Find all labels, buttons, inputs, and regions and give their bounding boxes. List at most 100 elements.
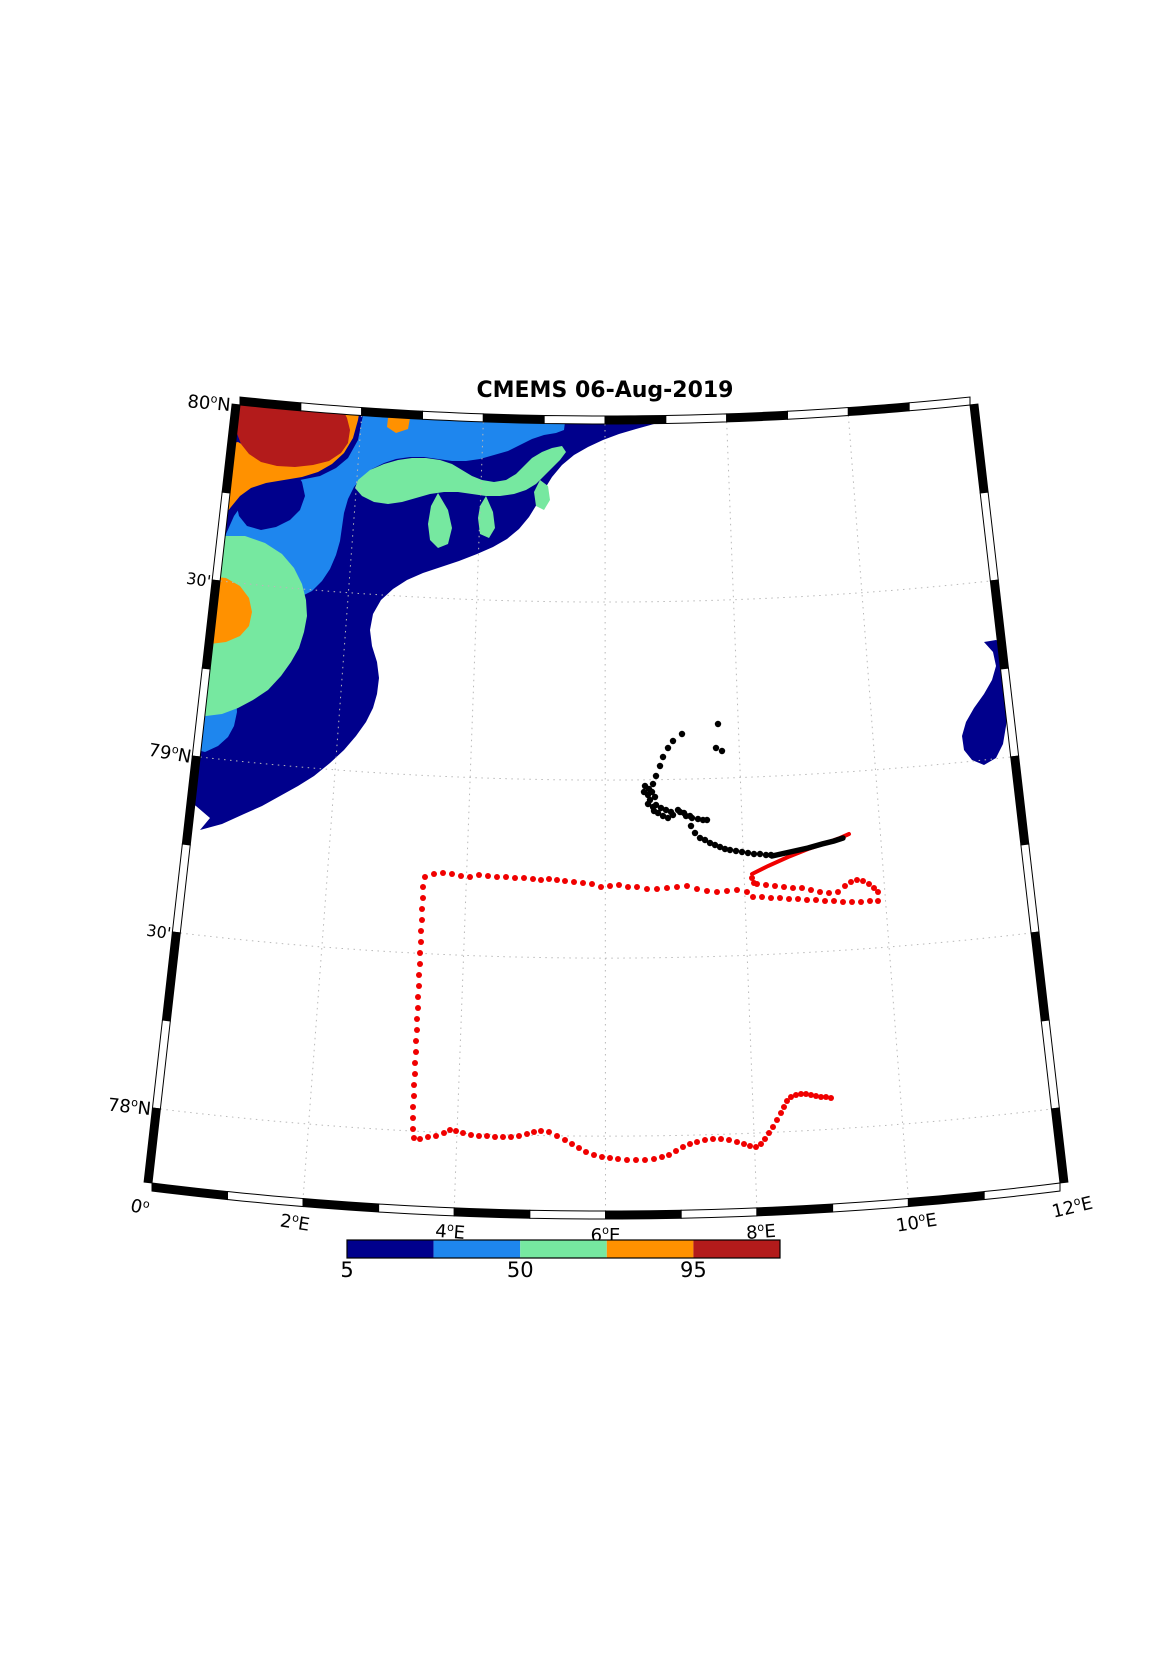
frame-segment [151, 1182, 229, 1201]
red-track-point [546, 1129, 552, 1135]
red-track-point [433, 1133, 439, 1139]
red-track [410, 832, 881, 1163]
black-track-point [669, 737, 677, 745]
red-track-point [458, 873, 464, 879]
black-track-point [650, 807, 658, 815]
tick-label: 0o [128, 1194, 151, 1220]
frame-segment [1040, 1019, 1060, 1110]
frame-segment [605, 1209, 682, 1220]
red-track-point [538, 877, 544, 883]
red-track-point [710, 1136, 716, 1142]
frame-segment [302, 1198, 380, 1213]
red-track-point [512, 875, 518, 881]
black-track-point [732, 847, 740, 855]
meridian-gridline [604, 423, 606, 1211]
red-track-point [871, 885, 877, 891]
red-track-point [440, 870, 446, 876]
red-track-point [607, 1155, 613, 1161]
frame-segment [907, 1191, 985, 1208]
red-track-point [554, 1133, 560, 1139]
ice-green-tendril-2 [478, 496, 495, 538]
red-track-point [734, 887, 740, 893]
frame-segment [847, 402, 910, 417]
black-track-point [688, 814, 696, 822]
black-track-point [659, 753, 667, 761]
red-track-point [766, 1130, 772, 1136]
red-track-point [835, 889, 841, 895]
red-track-point [724, 888, 730, 894]
red-track-point [770, 1124, 776, 1130]
red-track-point [674, 884, 680, 890]
red-track-point [666, 1152, 672, 1158]
colorbar-tick-label: 95 [680, 1258, 707, 1282]
red-track-point [634, 884, 640, 890]
red-track-point [418, 939, 424, 945]
colorbar-tick-label: 5 [340, 1258, 353, 1282]
frame-segment [1030, 931, 1050, 1022]
frame-segment [665, 413, 728, 424]
black-track-point [687, 822, 695, 830]
tick-label: 79oN [147, 739, 193, 768]
red-track-point [420, 884, 426, 890]
red-track-point [562, 878, 568, 884]
black-track-point [656, 762, 664, 770]
black-track-point [712, 744, 720, 752]
black-track-point [726, 846, 734, 854]
red-track-point [417, 1136, 423, 1142]
red-track-point [583, 1149, 589, 1155]
black-track-point [744, 849, 752, 857]
black-track-point [676, 808, 684, 816]
frame-segment [1020, 843, 1040, 934]
red-track-point [804, 897, 810, 903]
red-track-point [860, 878, 866, 884]
red-track-east-return-upper [754, 877, 881, 896]
red-track-point [840, 899, 846, 905]
frame-segment [143, 1107, 161, 1184]
frame-segment [989, 579, 1009, 670]
axis-tick-labels: 80oN 30' 79oN 30' 78oN 0o 2oE 4oE 6oE 8oE 10oE 12oE [107, 391, 1095, 1246]
red-track-south-leg [417, 1091, 834, 1163]
red-track-point [415, 1005, 421, 1011]
red-track-point [784, 1098, 790, 1104]
frame-segment [979, 491, 999, 582]
red-track-point [786, 896, 792, 902]
red-track-point [415, 994, 421, 1000]
tick-label: 30' [145, 921, 172, 943]
frame-segment [680, 1207, 758, 1219]
red-track-point [680, 1144, 686, 1150]
black-track-point [662, 806, 670, 814]
red-track-point [798, 1091, 804, 1097]
red-track-point [414, 1016, 420, 1022]
tick-label: 78oN [107, 1094, 152, 1120]
frame-segment [161, 931, 181, 1022]
frame-segment [1010, 755, 1030, 846]
red-track-mid-leg [422, 870, 757, 895]
red-track-point [875, 898, 881, 904]
red-track-point [410, 1126, 416, 1132]
red-track-point [813, 1093, 819, 1099]
black-track-point [651, 793, 659, 801]
red-track-point [494, 874, 500, 880]
red-track-point [849, 899, 855, 905]
black-track-point [756, 850, 764, 858]
ice-green-tendril-1 [428, 493, 452, 548]
red-track-point [778, 1110, 784, 1116]
black-track-point [682, 812, 690, 820]
red-track-point [580, 880, 586, 886]
tick-label: 6oE [591, 1224, 621, 1246]
meridian-gridline [847, 415, 909, 1199]
red-track-point [754, 881, 760, 887]
black-track-point [657, 804, 665, 812]
red-track-point [569, 1141, 575, 1147]
colorbar-band [520, 1240, 607, 1258]
red-track-point [694, 886, 700, 892]
frame-segment [908, 396, 971, 412]
red-track-point [411, 1093, 417, 1099]
red-track-point [768, 895, 774, 901]
red-track-point [817, 889, 823, 895]
red-track-point [831, 898, 837, 904]
red-track-point [781, 884, 787, 890]
red-track-point [419, 906, 425, 912]
black-track-point [652, 801, 660, 809]
